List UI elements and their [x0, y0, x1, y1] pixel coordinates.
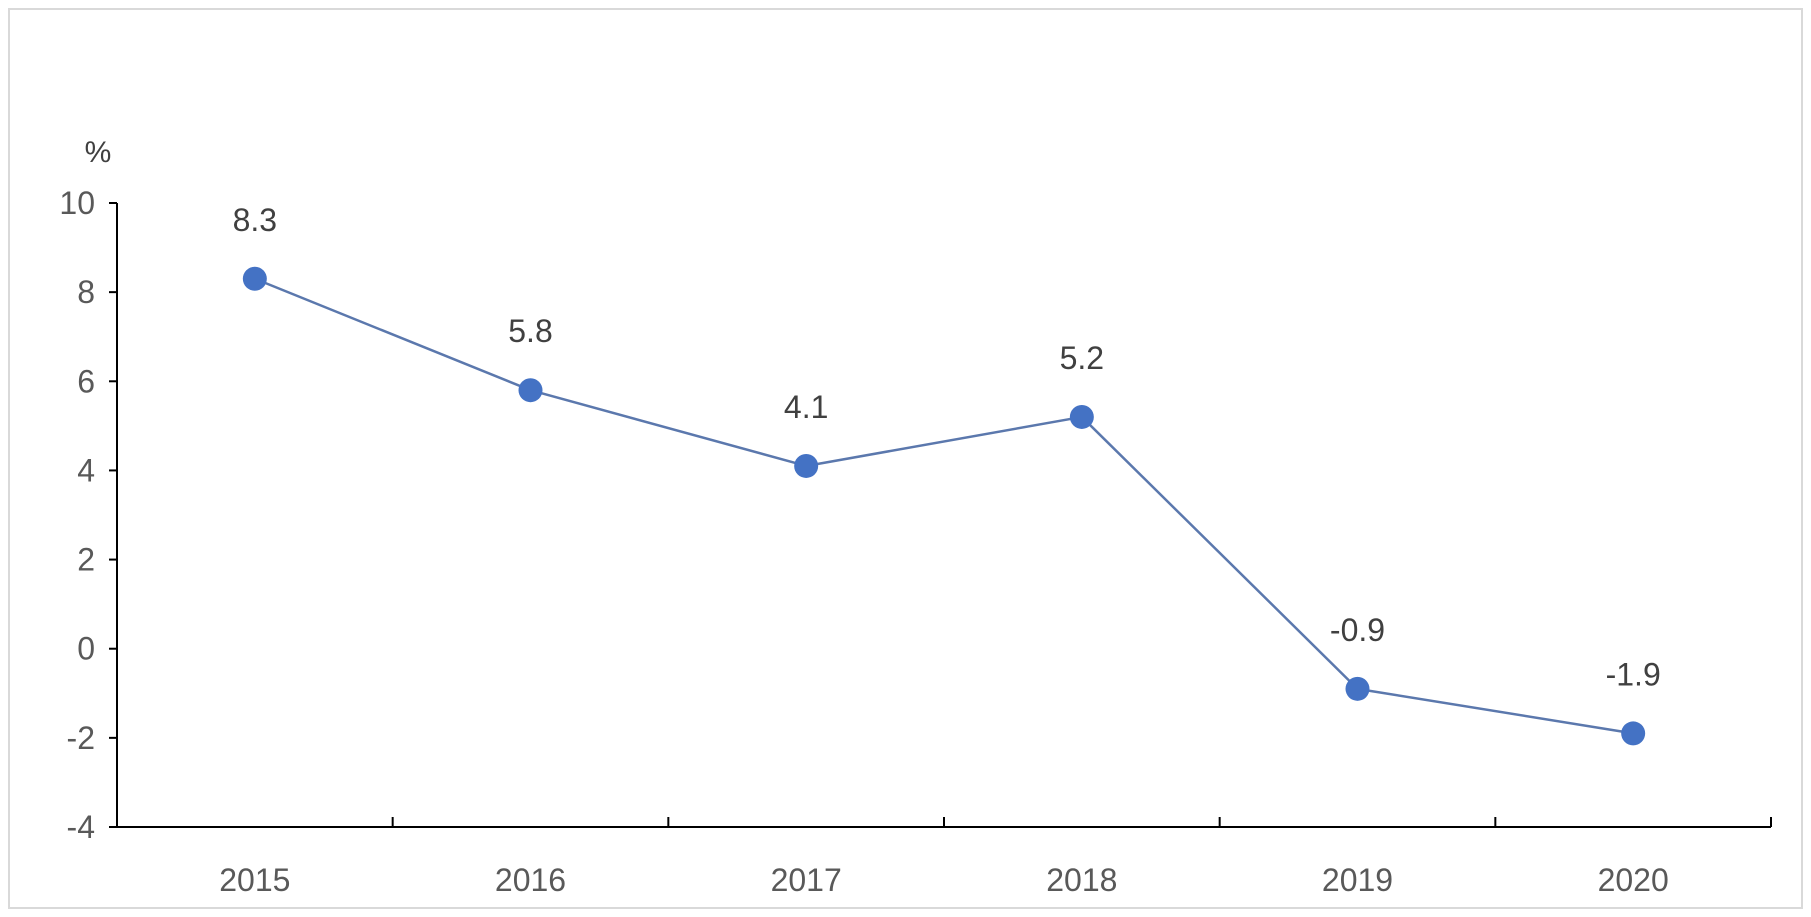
- data-label: 5.2: [1060, 340, 1104, 376]
- y-tick-label: 2: [77, 542, 95, 578]
- x-tick-label: 2017: [771, 862, 842, 898]
- data-label: 5.8: [508, 313, 552, 349]
- y-tick-label: -2: [67, 720, 95, 756]
- chart-frame: [8, 8, 1803, 909]
- y-axis-ticks: 10 8 6 4 2 0 -2 -4: [59, 185, 117, 845]
- data-label: 4.1: [784, 389, 828, 425]
- y-tick-label: 4: [77, 452, 95, 488]
- data-point: [1069, 404, 1094, 429]
- y-tick-label: 0: [77, 631, 95, 667]
- data-point: [794, 453, 819, 478]
- y-tick-label: 10: [59, 185, 95, 221]
- data-points: [242, 266, 1646, 746]
- data-label: 8.3: [233, 202, 277, 238]
- x-tick-label: 2015: [219, 862, 290, 898]
- y-axis-unit-label: %: [85, 136, 112, 169]
- x-tick-label: 2016: [495, 862, 566, 898]
- series-line: [254, 277, 1634, 735]
- series-line-group: [254, 277, 1634, 735]
- data-point: [518, 378, 543, 403]
- data-point: [1621, 721, 1646, 746]
- y-tick-label: 8: [77, 274, 95, 310]
- x-axis-ticks: 2015 2016 2017 2018 2019 2020: [116, 817, 1772, 898]
- y-tick-label: 6: [77, 363, 95, 399]
- data-label: -0.9: [1330, 612, 1385, 648]
- x-tick-label: 2018: [1046, 862, 1117, 898]
- data-point: [242, 266, 267, 291]
- y-tick-label: -4: [67, 809, 95, 845]
- data-labels: 8.3 5.8 4.1 5.2 -0.9 -1.9: [233, 202, 1661, 693]
- x-tick-label: 2020: [1598, 862, 1669, 898]
- data-point: [1345, 676, 1370, 701]
- x-tick-label: 2019: [1322, 862, 1393, 898]
- data-label: -1.9: [1606, 656, 1661, 692]
